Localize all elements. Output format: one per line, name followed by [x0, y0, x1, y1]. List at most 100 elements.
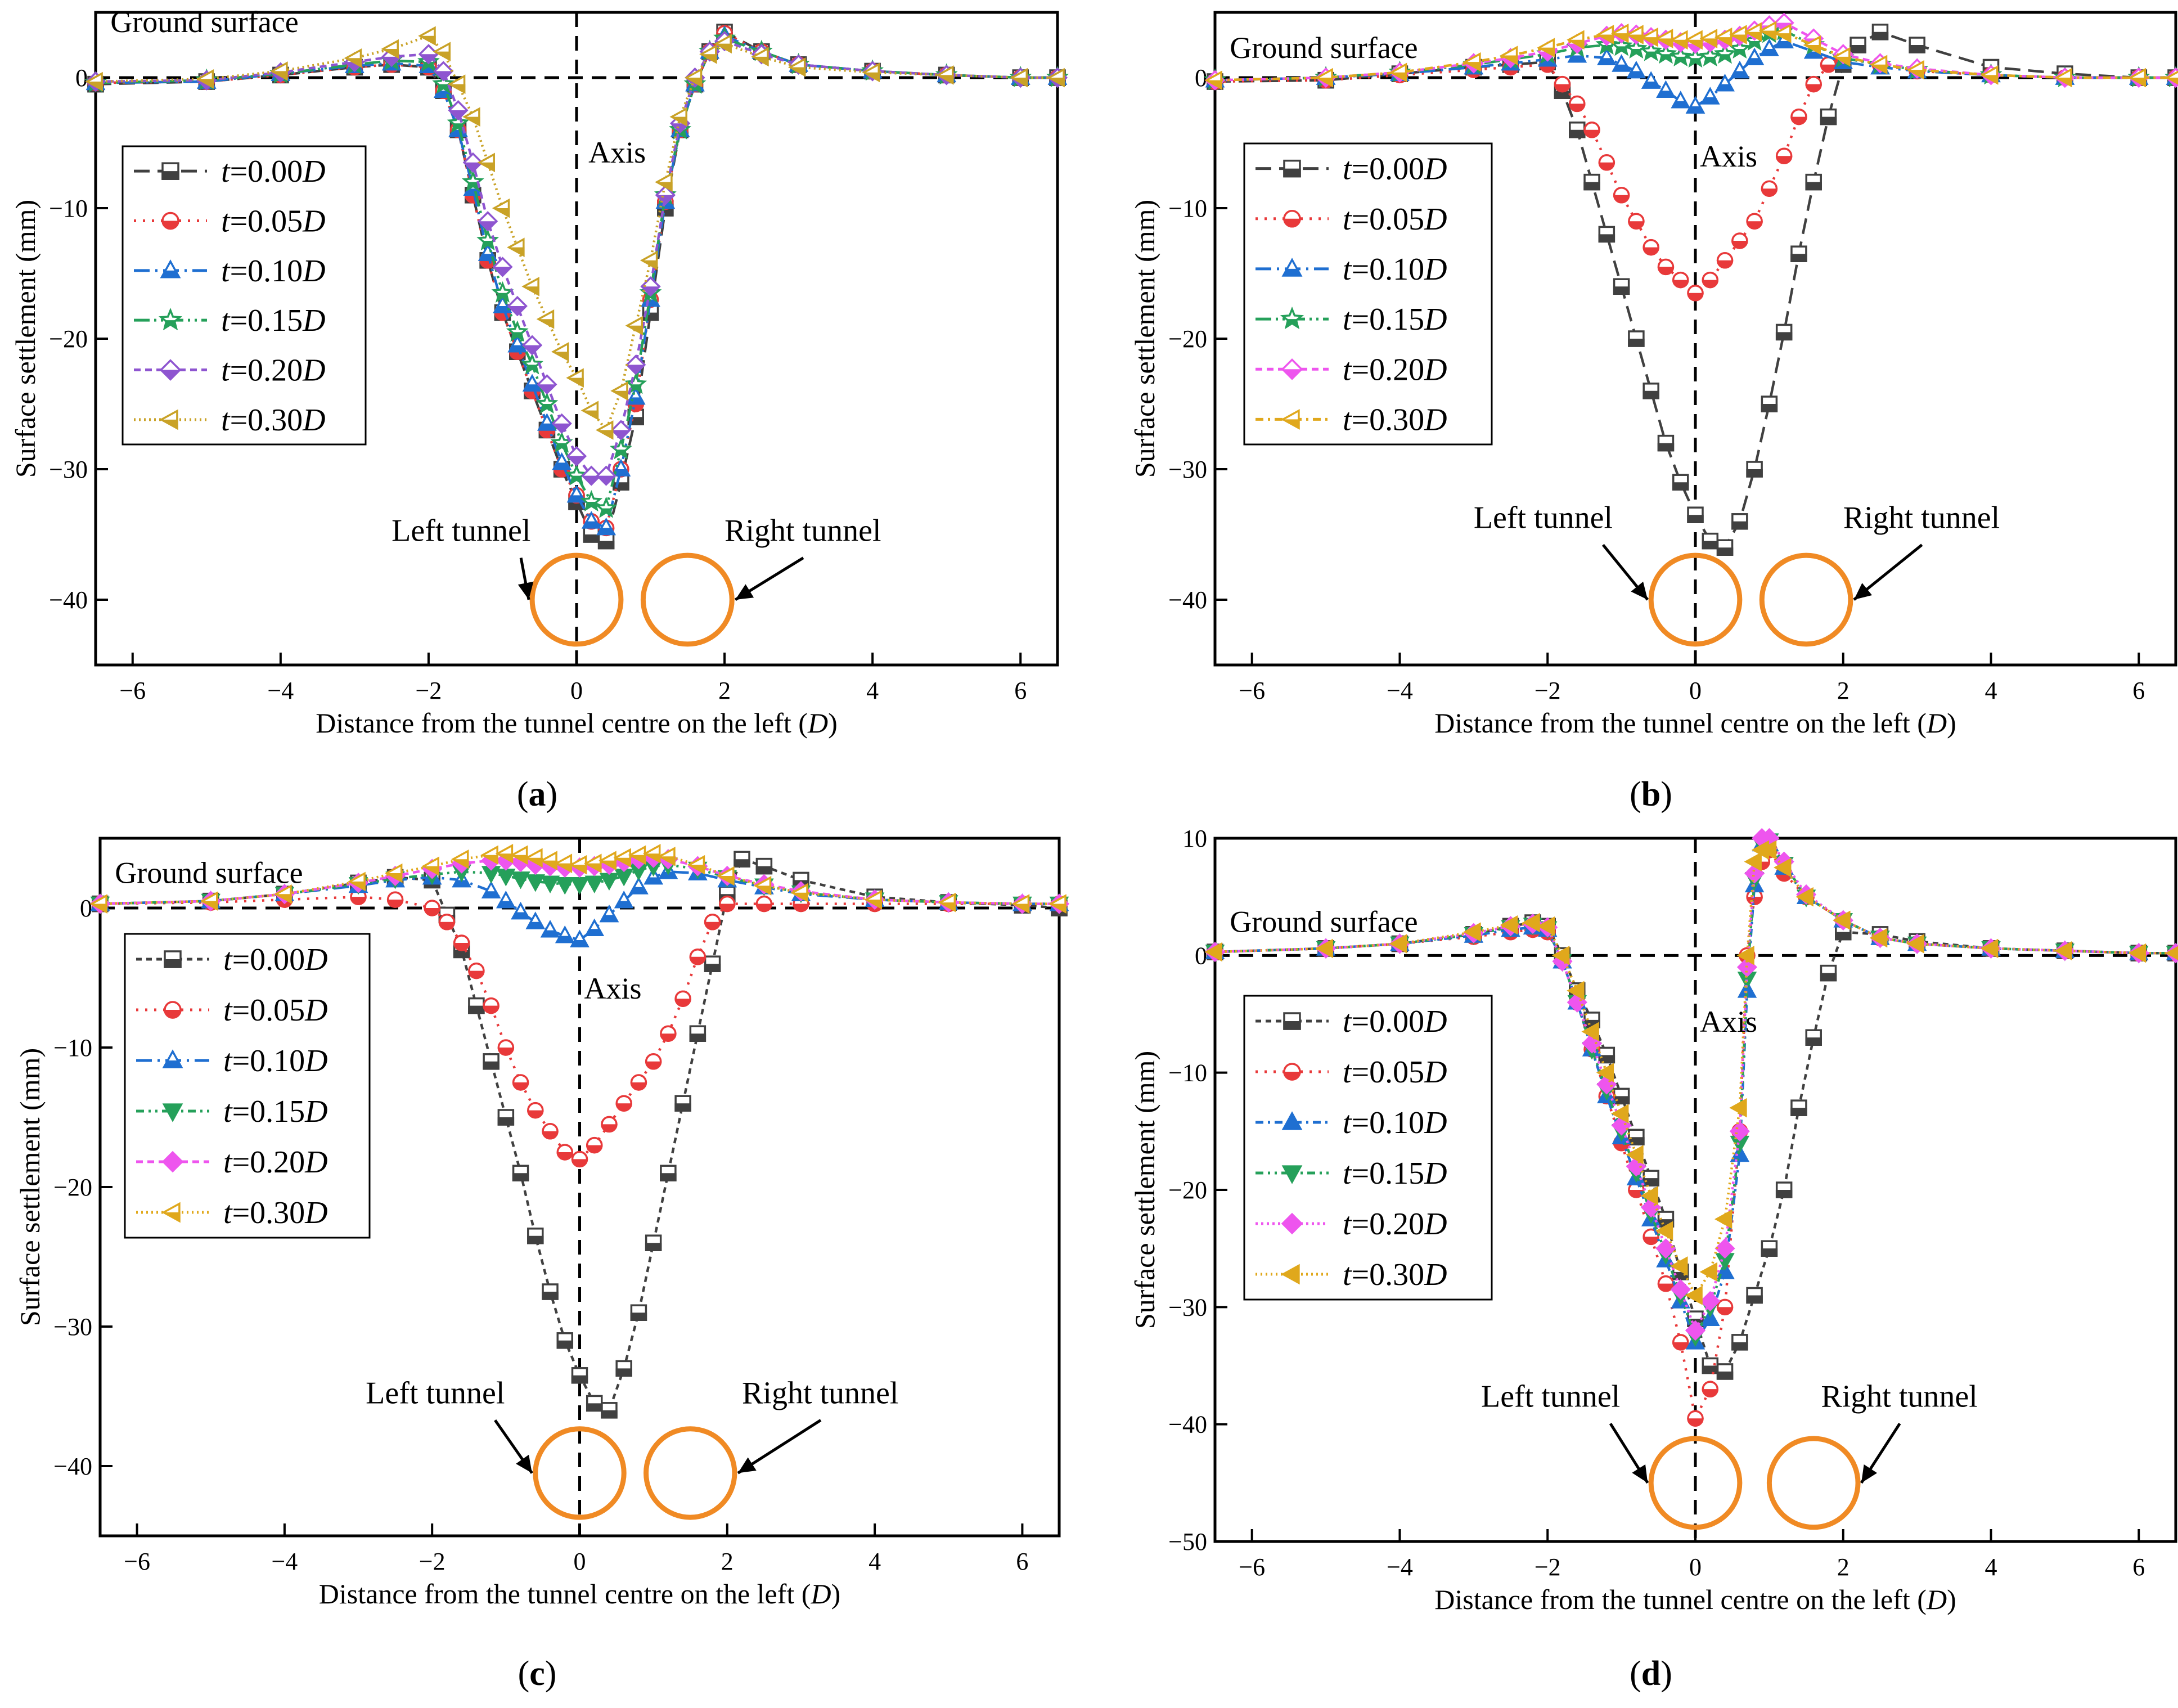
legend-label: t=0.15D — [1343, 1156, 1447, 1191]
data-point-fill — [670, 123, 691, 134]
data-point-fill — [566, 495, 587, 503]
data-point-fill — [1731, 1342, 1748, 1351]
data-point-fill — [864, 900, 882, 910]
data-point-fill — [1716, 1307, 1734, 1316]
data-point-fill — [788, 67, 806, 77]
data-point-fill — [507, 247, 525, 257]
data-point-fill — [1729, 34, 1747, 44]
right-tunnel-circle — [640, 552, 735, 647]
data-point-fill — [1688, 58, 1703, 68]
data-point-fill — [640, 286, 661, 297]
data-point-fill — [542, 1131, 559, 1140]
data-point-fill — [1746, 897, 1763, 905]
left-tunnel-label: Left tunnel — [1474, 500, 1613, 535]
data-point-fill — [1611, 33, 1629, 43]
data-point-fill — [1500, 55, 1518, 65]
data-point-fill — [477, 162, 495, 173]
legend-marker-fill — [1283, 168, 1301, 178]
data-point-fill — [569, 475, 584, 486]
legend-label: t=0.10D — [221, 254, 326, 289]
data-point-fill — [628, 384, 643, 394]
legend-label: t=0.10D — [223, 1044, 328, 1078]
data-point-fill — [630, 1082, 647, 1091]
data-point — [1611, 1104, 1629, 1123]
data-point-fill — [571, 1159, 588, 1168]
x-tick-label: −2 — [1534, 677, 1561, 704]
x-tick-label: −6 — [1239, 677, 1265, 704]
data-point-fill — [511, 912, 530, 920]
legend-label: t=0.30D — [223, 1195, 328, 1230]
legend-box — [1243, 142, 1493, 446]
data-point-fill — [936, 75, 954, 85]
legend-marker-fill — [1283, 218, 1301, 228]
data-point-fill — [734, 859, 750, 868]
data-point — [1869, 928, 1888, 948]
data-point-fill — [1657, 267, 1675, 276]
data-point — [1796, 887, 1814, 907]
data-point-fill — [1687, 515, 1704, 523]
data-point — [1640, 1186, 1658, 1206]
data-point-fill — [751, 56, 769, 67]
data-point-fill — [599, 508, 613, 518]
data-point-fill — [525, 922, 546, 929]
data-point-fill — [1805, 182, 1822, 191]
data-point-fill — [669, 116, 687, 127]
axis-label: Axis — [1700, 1005, 1757, 1039]
data-point — [1463, 922, 1481, 942]
data-point-fill — [1803, 51, 1824, 59]
ground-surface-label: Ground surface — [1230, 905, 1418, 939]
data-point-fill — [1655, 38, 1673, 48]
data-point-fill — [1612, 64, 1631, 72]
x-tick-label: 0 — [1689, 1553, 1702, 1581]
legend-label: t=0.00D — [223, 942, 328, 977]
data-point-fill — [1010, 78, 1028, 88]
axis-label: Axis — [1700, 140, 1757, 173]
data-point-fill — [1659, 54, 1673, 64]
data-point-fill — [658, 856, 676, 866]
data-point-fill — [512, 1173, 529, 1181]
data-point-fill — [483, 1061, 500, 1070]
data-point-fill — [462, 116, 480, 127]
data-point-fill — [687, 865, 705, 875]
x-tick-label: −6 — [1239, 1553, 1265, 1581]
data-point-fill — [1644, 51, 1658, 61]
data-point-fill — [507, 345, 528, 353]
y-tick-label: −10 — [53, 1034, 92, 1062]
data-point-fill — [586, 1403, 603, 1412]
legend-label: t=0.20D — [221, 353, 326, 388]
data-point-fill — [540, 404, 554, 413]
data-point-fill — [704, 964, 721, 972]
y-tick-label: −20 — [53, 1174, 92, 1201]
legend-marker-fill — [161, 221, 179, 230]
data-point-fill — [453, 943, 470, 951]
data-point-fill — [1744, 58, 1765, 65]
data-point-fill — [571, 1375, 588, 1384]
data-point-fill — [512, 1082, 529, 1091]
data-point-fill — [424, 908, 440, 916]
data-point-fill — [596, 528, 616, 536]
data-point-fill — [270, 71, 288, 81]
series-5 — [85, 26, 1065, 440]
data-point-fill — [717, 875, 735, 886]
data-point-fill — [480, 855, 498, 865]
data-point-fill — [1716, 260, 1734, 269]
data-point-fill — [1687, 293, 1704, 302]
data-point-fill — [522, 384, 542, 392]
data-point — [1655, 1221, 1673, 1241]
axis-label: Axis — [584, 972, 642, 1005]
data-point-fill — [1761, 404, 1778, 412]
data-point-fill — [1715, 84, 1735, 92]
data-point-fill — [436, 84, 451, 94]
data-point-fill — [1672, 280, 1689, 289]
data-point-fill — [1685, 39, 1703, 50]
data-point-fill — [1657, 443, 1675, 452]
y-axis-label: Surface settlement (mm) — [1129, 1051, 1160, 1329]
data-point-fill — [674, 1103, 691, 1112]
data-point-fill — [496, 901, 516, 909]
data-point-fill — [626, 365, 646, 375]
data-point-fill — [1790, 1108, 1807, 1116]
right-tunnel-arrow-head — [737, 1457, 757, 1473]
legend-label: t=0.05D — [1343, 1055, 1447, 1090]
data-point-fill — [599, 915, 619, 923]
right-tunnel-circle — [1759, 552, 1853, 647]
